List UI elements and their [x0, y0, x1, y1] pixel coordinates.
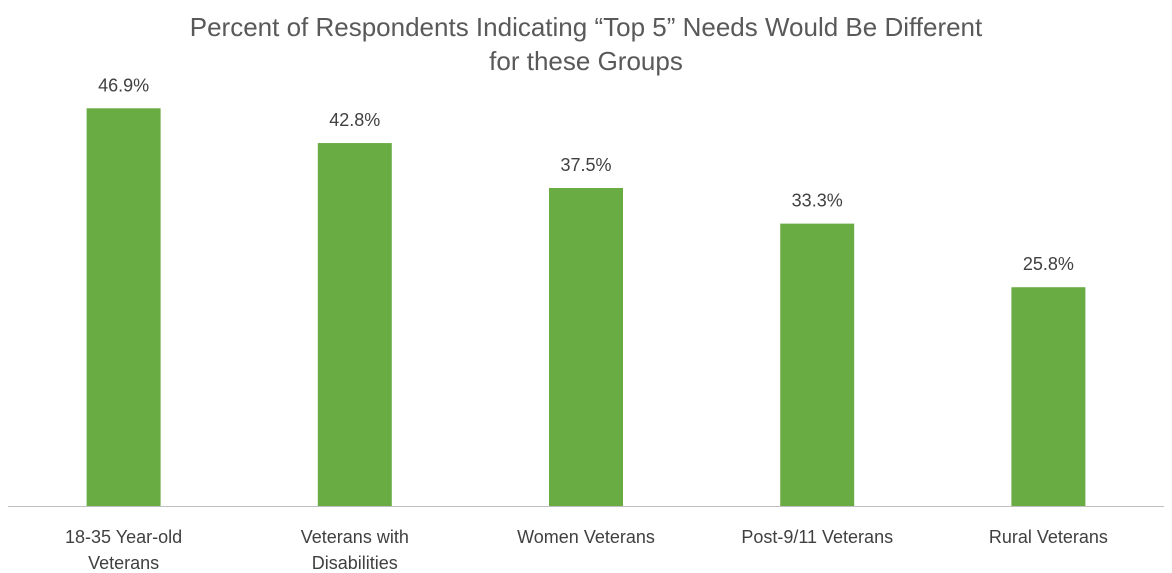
bar-1	[317, 143, 392, 506]
chart-title-line-1: Percent of Respondents Indicating “Top 5…	[189, 12, 983, 42]
category-label-1-1: Disabilities	[312, 553, 398, 573]
data-label-4: 25.8%	[1023, 254, 1074, 274]
category-label-3-0: Post-9/11 Veterans	[741, 527, 893, 547]
data-label-3: 33.3%	[792, 191, 843, 211]
category-label-0-0: 18-35 Year-old	[65, 527, 182, 547]
category-label-2-0: Women Veterans	[517, 527, 655, 547]
category-label-1-0: Veterans with	[301, 527, 409, 547]
category-label-0-1: Veterans	[88, 553, 159, 573]
data-label-0: 46.9%	[98, 75, 149, 95]
bar-0	[86, 108, 161, 507]
chart-title-line-2: for these Groups	[489, 46, 683, 76]
bar-2	[549, 188, 623, 506]
bar-3	[780, 223, 855, 506]
data-label-1: 42.8%	[329, 110, 380, 130]
chart-title: Percent of Respondents Indicating “Top 5…	[0, 10, 1172, 78]
category-label-4-0: Rural Veterans	[989, 527, 1108, 547]
bar-4	[1011, 287, 1086, 506]
data-label-2: 37.5%	[560, 155, 611, 175]
